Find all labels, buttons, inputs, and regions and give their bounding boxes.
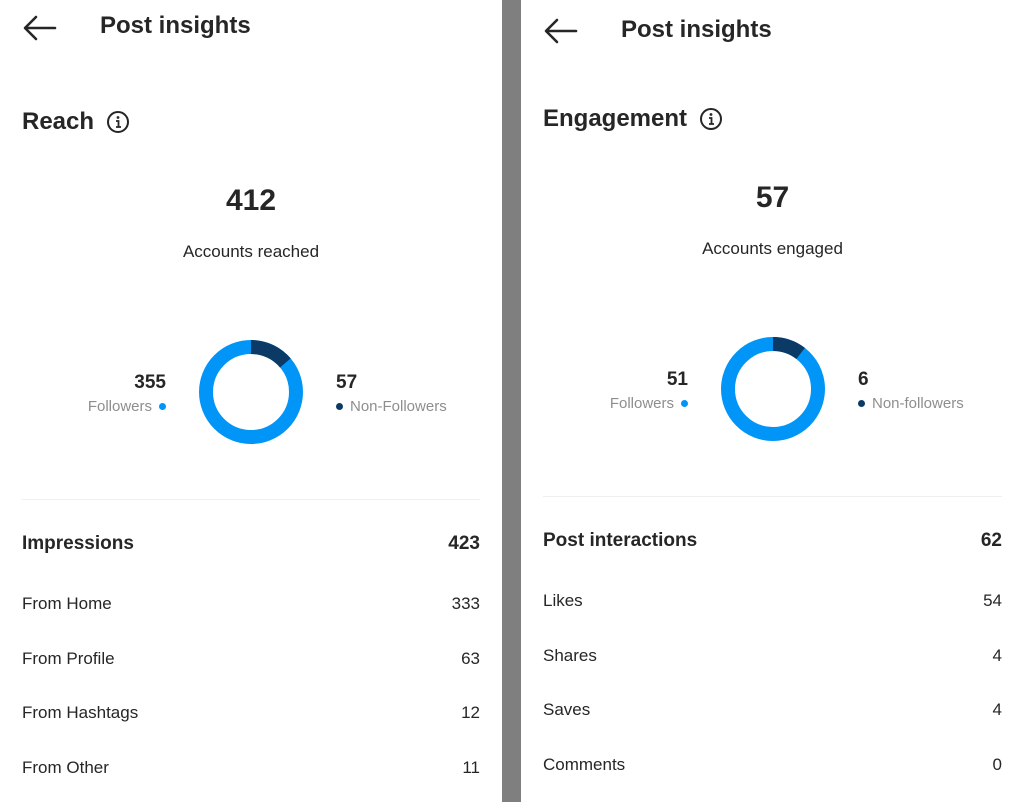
row-value: 0 [992,755,1002,774]
non-followers-label: Non-followers [872,395,964,412]
row-value: 12 [461,703,480,722]
non-followers-dot [858,400,865,407]
donut-chart [199,340,303,444]
list-item: Shares 4 [543,646,1002,666]
followers-label: Followers [609,395,674,412]
followers-dot [681,400,688,407]
engagement-donut-chart [720,336,826,442]
row-label: Post interactions [543,530,698,551]
followers-dot [159,403,166,410]
row-label: Likes [543,591,583,610]
non-followers-value: 6 [858,369,869,390]
row-value: 11 [462,758,480,777]
reach-panel: Post insights Reach 412 Accounts reached… [0,0,502,802]
engagement-panel: Post insights Engagement 57 Accounts eng… [521,0,1024,802]
non-followers-arc [721,337,825,441]
row-value: 54 [983,591,1002,610]
section-title: Reach [22,108,95,135]
list-item: Likes 54 [543,591,1002,611]
divider-line [22,499,480,500]
info-circle-icon[interactable] [106,110,130,134]
non-followers-legend: Non-Followers [336,398,447,415]
row-label: From Hashtags [22,703,139,722]
arrow-left-icon[interactable] [22,12,58,44]
row-value: 62 [980,530,1002,551]
summary-label: Accounts engaged [702,239,843,258]
list-item: From Other 11 [22,758,480,778]
list-item: From Hashtags 12 [22,703,480,723]
row-label: Shares [543,646,597,665]
row-label: Saves [543,700,591,719]
row-value: 423 [448,533,480,554]
donut-chart [721,337,825,441]
section-header: Engagement [543,105,723,133]
non-followers-label: Non-Followers [350,398,447,415]
followers-legend: Followers [610,395,688,412]
impressions-row: Impressions 423 [22,533,480,555]
page-title: Post insights [621,16,772,43]
list-item: Saves 4 [543,700,1002,720]
row-label: From Profile [22,649,115,668]
list-item: From Profile 63 [22,649,480,669]
screenshot-divider [502,0,521,802]
divider-line [543,496,1002,497]
section-title: Engagement [543,105,688,132]
info-circle-icon[interactable] [699,107,723,131]
non-followers-legend: Non-followers [858,395,964,412]
summary-value: 412 [225,184,277,217]
followers-label: Followers [87,398,152,415]
page-title: Post insights [100,12,251,39]
row-value: 63 [461,649,480,668]
section-header: Reach [22,108,130,136]
followers-arc [721,337,825,441]
arrow-left-icon[interactable] [543,15,579,47]
post-interactions-row: Post interactions 62 [543,530,1002,552]
followers-value: 51 [666,369,688,390]
row-label: From Other [22,758,109,777]
summary-label: Accounts reached [182,242,320,261]
row-value: 4 [992,646,1002,665]
row-label: Impressions [22,533,134,554]
non-followers-arc [199,340,303,444]
followers-value: 355 [134,372,166,393]
summary-value: 57 [755,181,790,214]
list-item: From Home 333 [22,594,480,614]
row-label: From Home [22,594,112,613]
row-value: 333 [451,594,480,613]
non-followers-value: 57 [336,372,358,393]
row-label: Comments [543,755,626,774]
row-value: 4 [992,700,1002,719]
followers-legend: Followers [88,398,166,415]
non-followers-dot [336,403,343,410]
list-item: Comments 0 [543,755,1002,775]
reach-donut-chart [198,339,304,445]
